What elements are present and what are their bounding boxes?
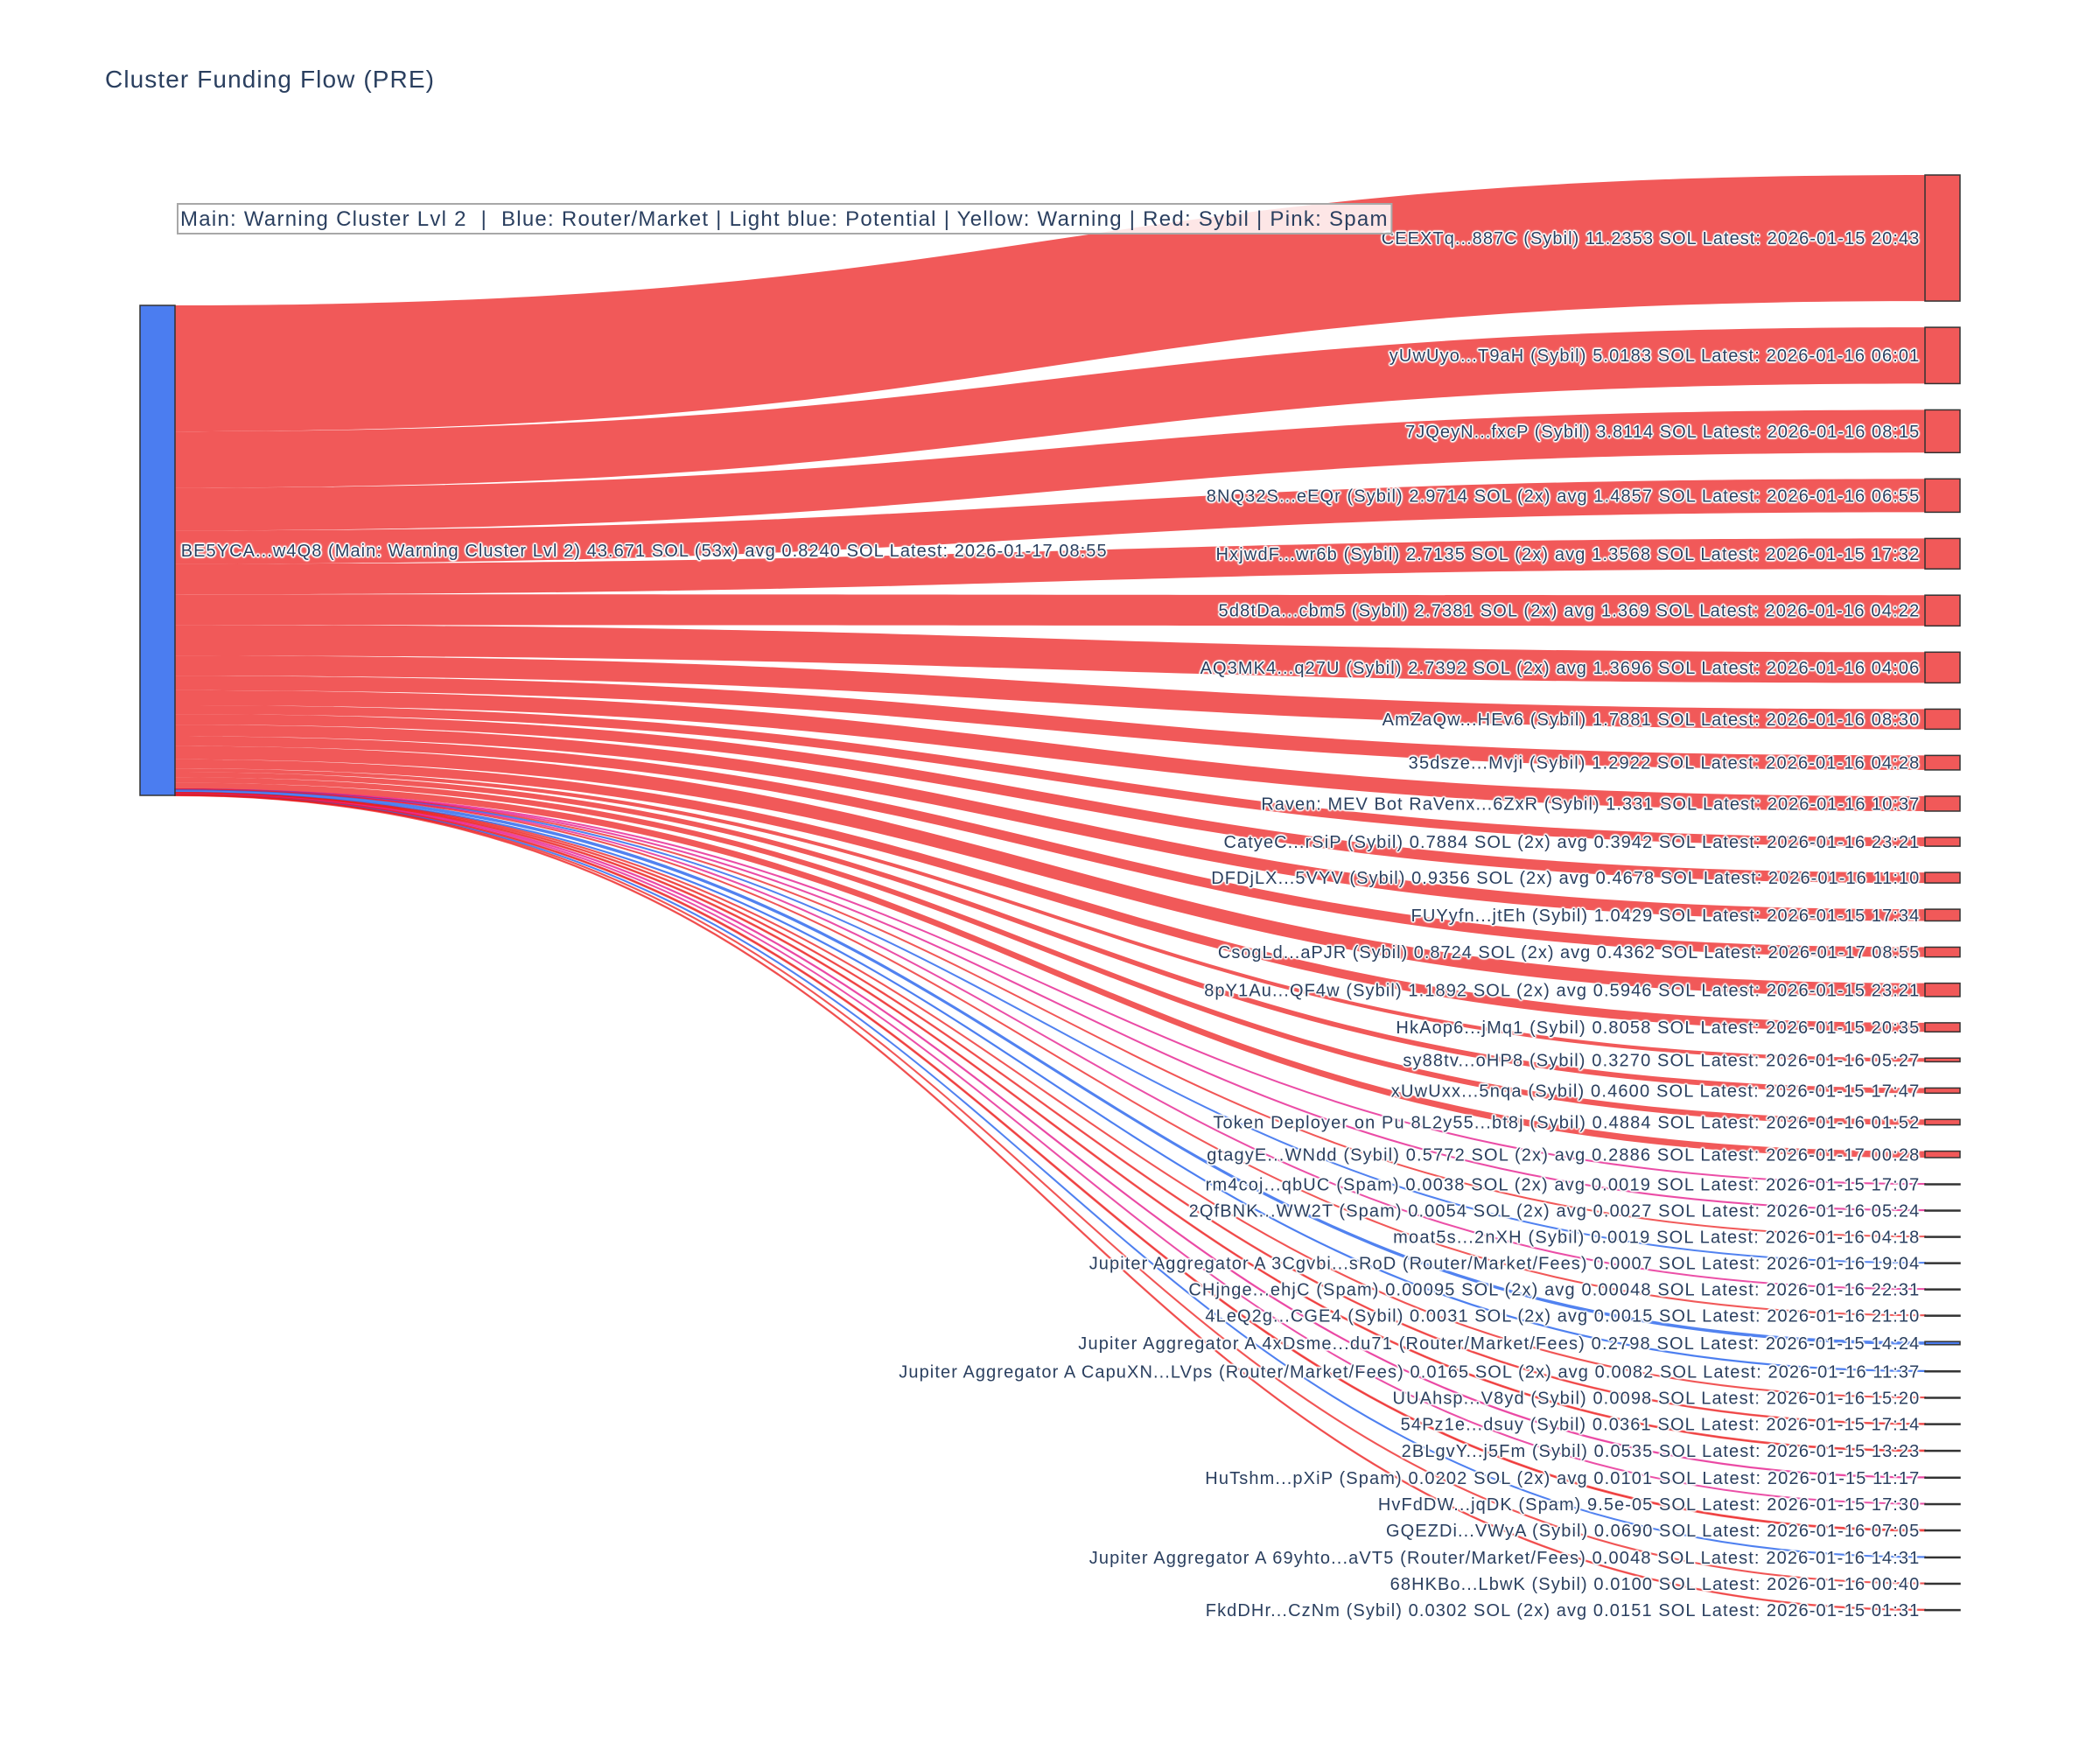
svg-text:Main: Warning Cluster Lvl 2 |: Main: Warning Cluster Lvl 2 | Blue: Rout… <box>180 207 1389 231</box>
svg-text:Cluster Funding Flow (PRE): Cluster Funding Flow (PRE) <box>105 66 435 93</box>
